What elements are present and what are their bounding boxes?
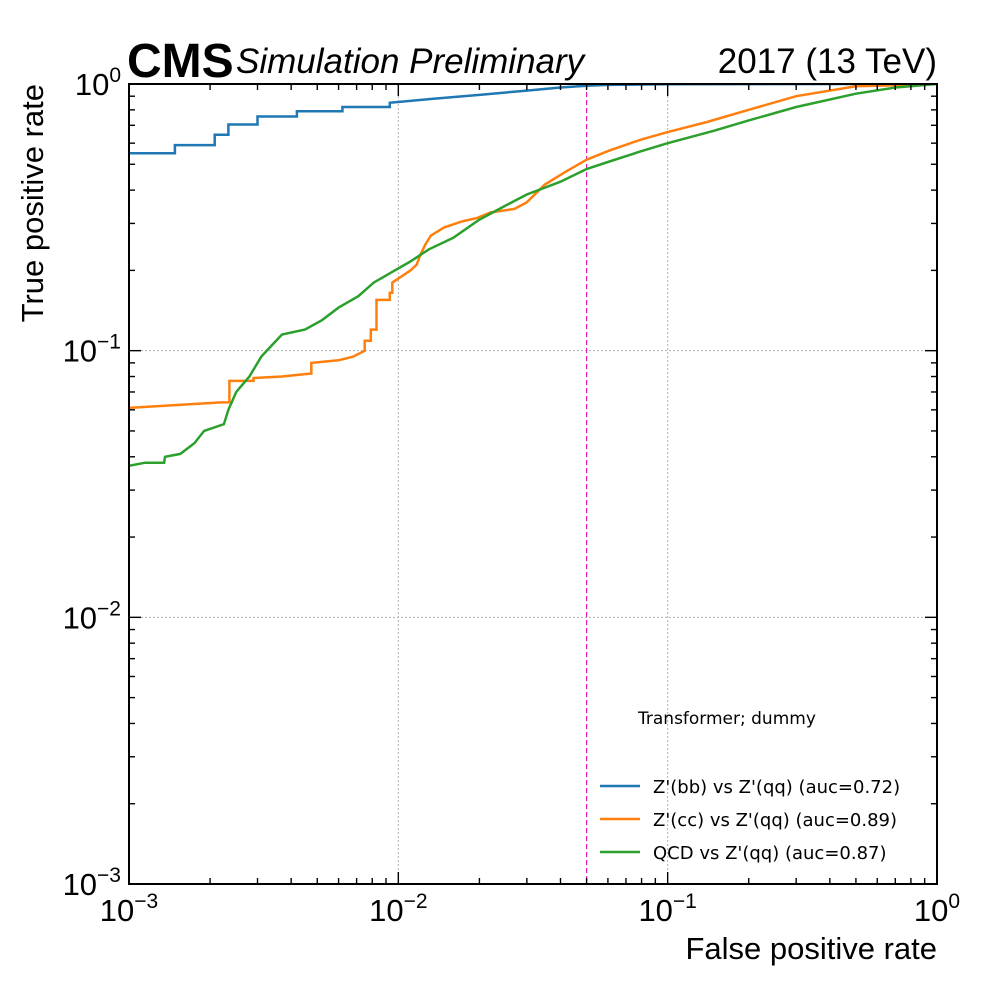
ticks-layer xyxy=(128,83,938,885)
y-tick-label: 100 xyxy=(75,64,121,102)
y-tick-label: 10−3 xyxy=(63,864,121,902)
legend-label-2: Z'(cc) vs Z'(qq) (auc=0.89) xyxy=(653,810,897,831)
x-tick-label: 10−3 xyxy=(100,890,158,928)
legend-items: Z'(bb) vs Z'(qq) (auc=0.72) Z'(cc) vs Z'(… xyxy=(600,777,900,864)
series-line-3 xyxy=(129,84,937,468)
legend-label-1: Z'(bb) vs Z'(qq) (auc=0.72) xyxy=(653,777,900,798)
tick-labels: 10−3 10−2 10−1 100 10−3 10−2 10−1 100 xyxy=(63,64,961,928)
y-tick-label: 10−1 xyxy=(63,331,121,369)
x-axis-label: False positive rate xyxy=(685,931,937,966)
plot-frame xyxy=(128,83,938,885)
grid xyxy=(129,84,937,884)
series-line-2 xyxy=(129,84,937,410)
legend-title: Transformer; dummy xyxy=(637,709,816,729)
x-tick-label: 10−1 xyxy=(638,890,696,928)
legend-label-3: QCD vs Z'(qq) (auc=0.87) xyxy=(653,843,887,864)
cms-label: CMS xyxy=(127,35,234,88)
x-tick-label: 100 xyxy=(914,890,960,928)
y-axis-label: True positive rate xyxy=(15,84,50,322)
x-tick-label: 10−2 xyxy=(369,890,427,928)
legend: Transformer; dummy Z'(bb) vs Z'(qq) (auc… xyxy=(600,709,900,864)
y-tick-label: 10−2 xyxy=(63,597,121,635)
status-label: Simulation Preliminary xyxy=(236,42,587,81)
lumi-label: 2017 (13 TeV) xyxy=(718,42,937,81)
